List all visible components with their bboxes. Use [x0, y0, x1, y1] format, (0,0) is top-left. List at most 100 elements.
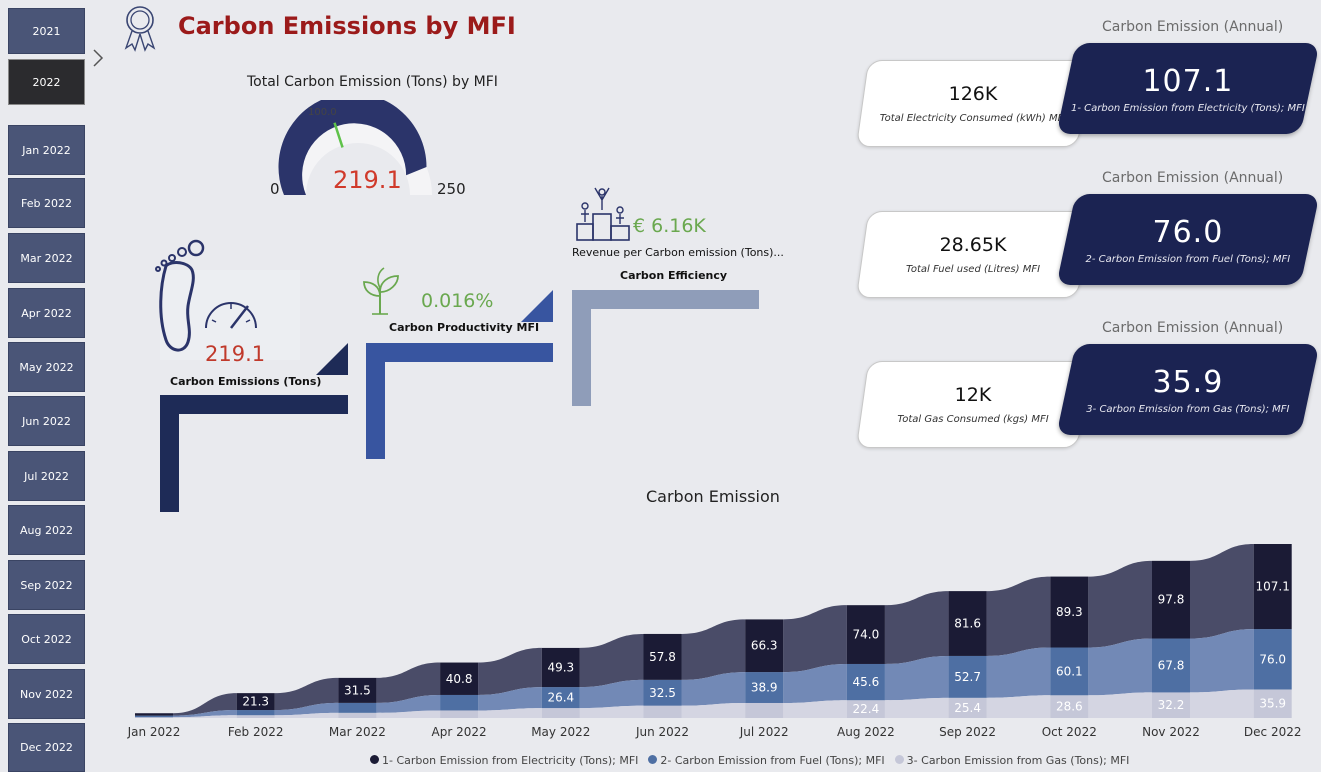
chart-bar-segment[interactable] [745, 702, 784, 718]
legend-item-electricity[interactable]: 1- Carbon Emission from Electricity (Ton… [370, 754, 638, 767]
ribbon-segment [274, 677, 339, 711]
chart-bar-segment[interactable] [1050, 695, 1089, 718]
chart-bar-segment[interactable] [338, 712, 377, 718]
chart-bar-segment[interactable] [1253, 629, 1292, 690]
step-shape-2 [366, 343, 553, 459]
x-tick-label: Mar 2022 [329, 725, 386, 739]
ribbon-segment [1190, 689, 1254, 718]
consumption-card: 126K Total Electricity Consumed (kWh) MFI [855, 60, 1091, 147]
plant-icon [363, 267, 399, 315]
chart-bar-segment[interactable] [541, 687, 580, 709]
ribbon-segment [173, 693, 237, 716]
ribbon-segment [986, 695, 1051, 718]
step-shape-3 [572, 290, 759, 406]
x-tick-label: Aug 2022 [837, 725, 895, 739]
chart-bar-segment[interactable] [541, 647, 580, 688]
ribbon-segment [579, 679, 644, 709]
gauge-max-label: 250 [437, 180, 466, 198]
chevron-right-icon[interactable] [90, 48, 106, 68]
chart-bar-segment[interactable] [236, 693, 275, 711]
step-decoration [160, 270, 759, 512]
chart-bar-segment[interactable] [846, 663, 885, 701]
chart-bar-segment[interactable] [440, 662, 479, 695]
chart-bar-segment[interactable] [643, 705, 682, 718]
data-label: 26.4 [547, 691, 574, 705]
chart-bar-segment[interactable] [541, 708, 580, 718]
month-button[interactable]: Jun 2022 [8, 396, 85, 446]
month-button[interactable]: Oct 2022 [8, 614, 85, 664]
ribbon-segment [173, 710, 237, 718]
chart-bar-segment[interactable] [643, 679, 682, 706]
year-2022-button[interactable]: 2022 [8, 59, 85, 105]
chart-bar-segment[interactable] [745, 619, 784, 673]
x-tick-label: Apr 2022 [432, 725, 487, 739]
x-tick-label: Nov 2022 [1142, 725, 1200, 739]
chart-bar-segment[interactable] [1253, 544, 1292, 630]
month-button[interactable]: Feb 2022 [8, 178, 85, 228]
month-button[interactable]: Mar 2022 [8, 233, 85, 283]
month-button[interactable]: Dec 2022 [8, 723, 85, 772]
chart-bar-segment[interactable] [846, 605, 885, 664]
legend-item-fuel[interactable]: 2- Carbon Emission from Fuel (Tons); MFI [648, 754, 885, 767]
x-tick-label: Sep 2022 [939, 725, 996, 739]
chart-bar-segment[interactable] [1152, 638, 1190, 693]
efficiency-kpi-value: € 6.16K [633, 215, 706, 237]
data-label: 40.8 [446, 672, 473, 686]
chart-bar-segment[interactable] [745, 672, 784, 703]
ribbon-segment [1088, 638, 1152, 696]
podium-icon [576, 187, 630, 241]
ribbon-segment [681, 702, 746, 718]
data-label: 52.7 [954, 670, 981, 684]
x-tick-label: Jul 2022 [739, 725, 789, 739]
chart-bar-segment[interactable] [440, 710, 479, 718]
ribbon-segment [783, 700, 847, 718]
data-label: 31.5 [344, 683, 371, 697]
chart-bar-segment[interactable] [846, 700, 885, 718]
emission-label: 1- Carbon Emission from Electricity (Ton… [1071, 102, 1305, 114]
month-button[interactable]: Sep 2022 [8, 560, 85, 610]
legend-dot-icon [370, 755, 379, 764]
productivity-kpi-value: 0.016% [421, 290, 494, 312]
consumption-card: 12K Total Gas Consumed (kgs) MFI [855, 361, 1091, 448]
legend-item-gas[interactable]: 3- Carbon Emission from Gas (Tons); MFI [894, 754, 1129, 767]
chart-bar-segment[interactable] [338, 702, 377, 713]
month-button[interactable]: May 2022 [8, 342, 85, 392]
ribbon-segment [478, 708, 542, 718]
productivity-kpi-label: Carbon Productivity MFI [389, 321, 540, 334]
chart-bar-segment[interactable] [1152, 692, 1190, 718]
chart-bar-segment[interactable] [1050, 647, 1089, 696]
ribbon-segment [274, 712, 339, 718]
ribbon-segment [884, 697, 949, 718]
consumption-value: 28.65K [939, 234, 1007, 256]
ribbon-segment [376, 694, 441, 713]
annual-header: Carbon Emission (Annual) [1102, 320, 1284, 336]
month-button[interactable]: Jul 2022 [8, 451, 85, 501]
data-label: 45.6 [853, 675, 880, 689]
month-button[interactable]: Nov 2022 [8, 669, 85, 719]
chart-bar-segment[interactable] [1050, 576, 1089, 648]
chart-bar-segment[interactable] [135, 715, 173, 718]
chart-bar-segment[interactable] [135, 713, 173, 716]
chart-bar-segment[interactable] [440, 694, 479, 711]
chart-bar-segment[interactable] [236, 710, 275, 716]
ribbon-segment [1190, 629, 1254, 693]
chart-bar-segment[interactable] [1152, 560, 1190, 639]
month-button[interactable]: Jan 2022 [8, 125, 85, 175]
month-button[interactable]: Aug 2022 [8, 505, 85, 555]
chart-bar-segment[interactable] [1253, 689, 1292, 718]
chart-bar-segment[interactable] [948, 655, 987, 698]
chart-bar-segment[interactable] [236, 715, 275, 718]
chart-bar-segment[interactable] [948, 591, 987, 656]
chart-bar-segment[interactable] [135, 717, 173, 718]
efficiency-kpi-label: Carbon Efficiency [620, 269, 728, 282]
footprint-icon [155, 239, 205, 352]
month-button[interactable]: Apr 2022 [8, 288, 85, 338]
chart-bar-segment[interactable] [643, 633, 682, 680]
year-2021-button[interactable]: 2021 [8, 8, 85, 54]
data-label: 32.2 [1158, 698, 1185, 712]
chart-legend: 1- Carbon Emission from Electricity (Ton… [370, 754, 1129, 767]
chart-bar-segment[interactable] [948, 697, 987, 718]
chart-bar-segment[interactable] [338, 677, 377, 703]
emission-card: 107.1 1- Carbon Emission from Electricity… [1056, 43, 1320, 134]
emissions-kpi-panel [160, 270, 300, 360]
